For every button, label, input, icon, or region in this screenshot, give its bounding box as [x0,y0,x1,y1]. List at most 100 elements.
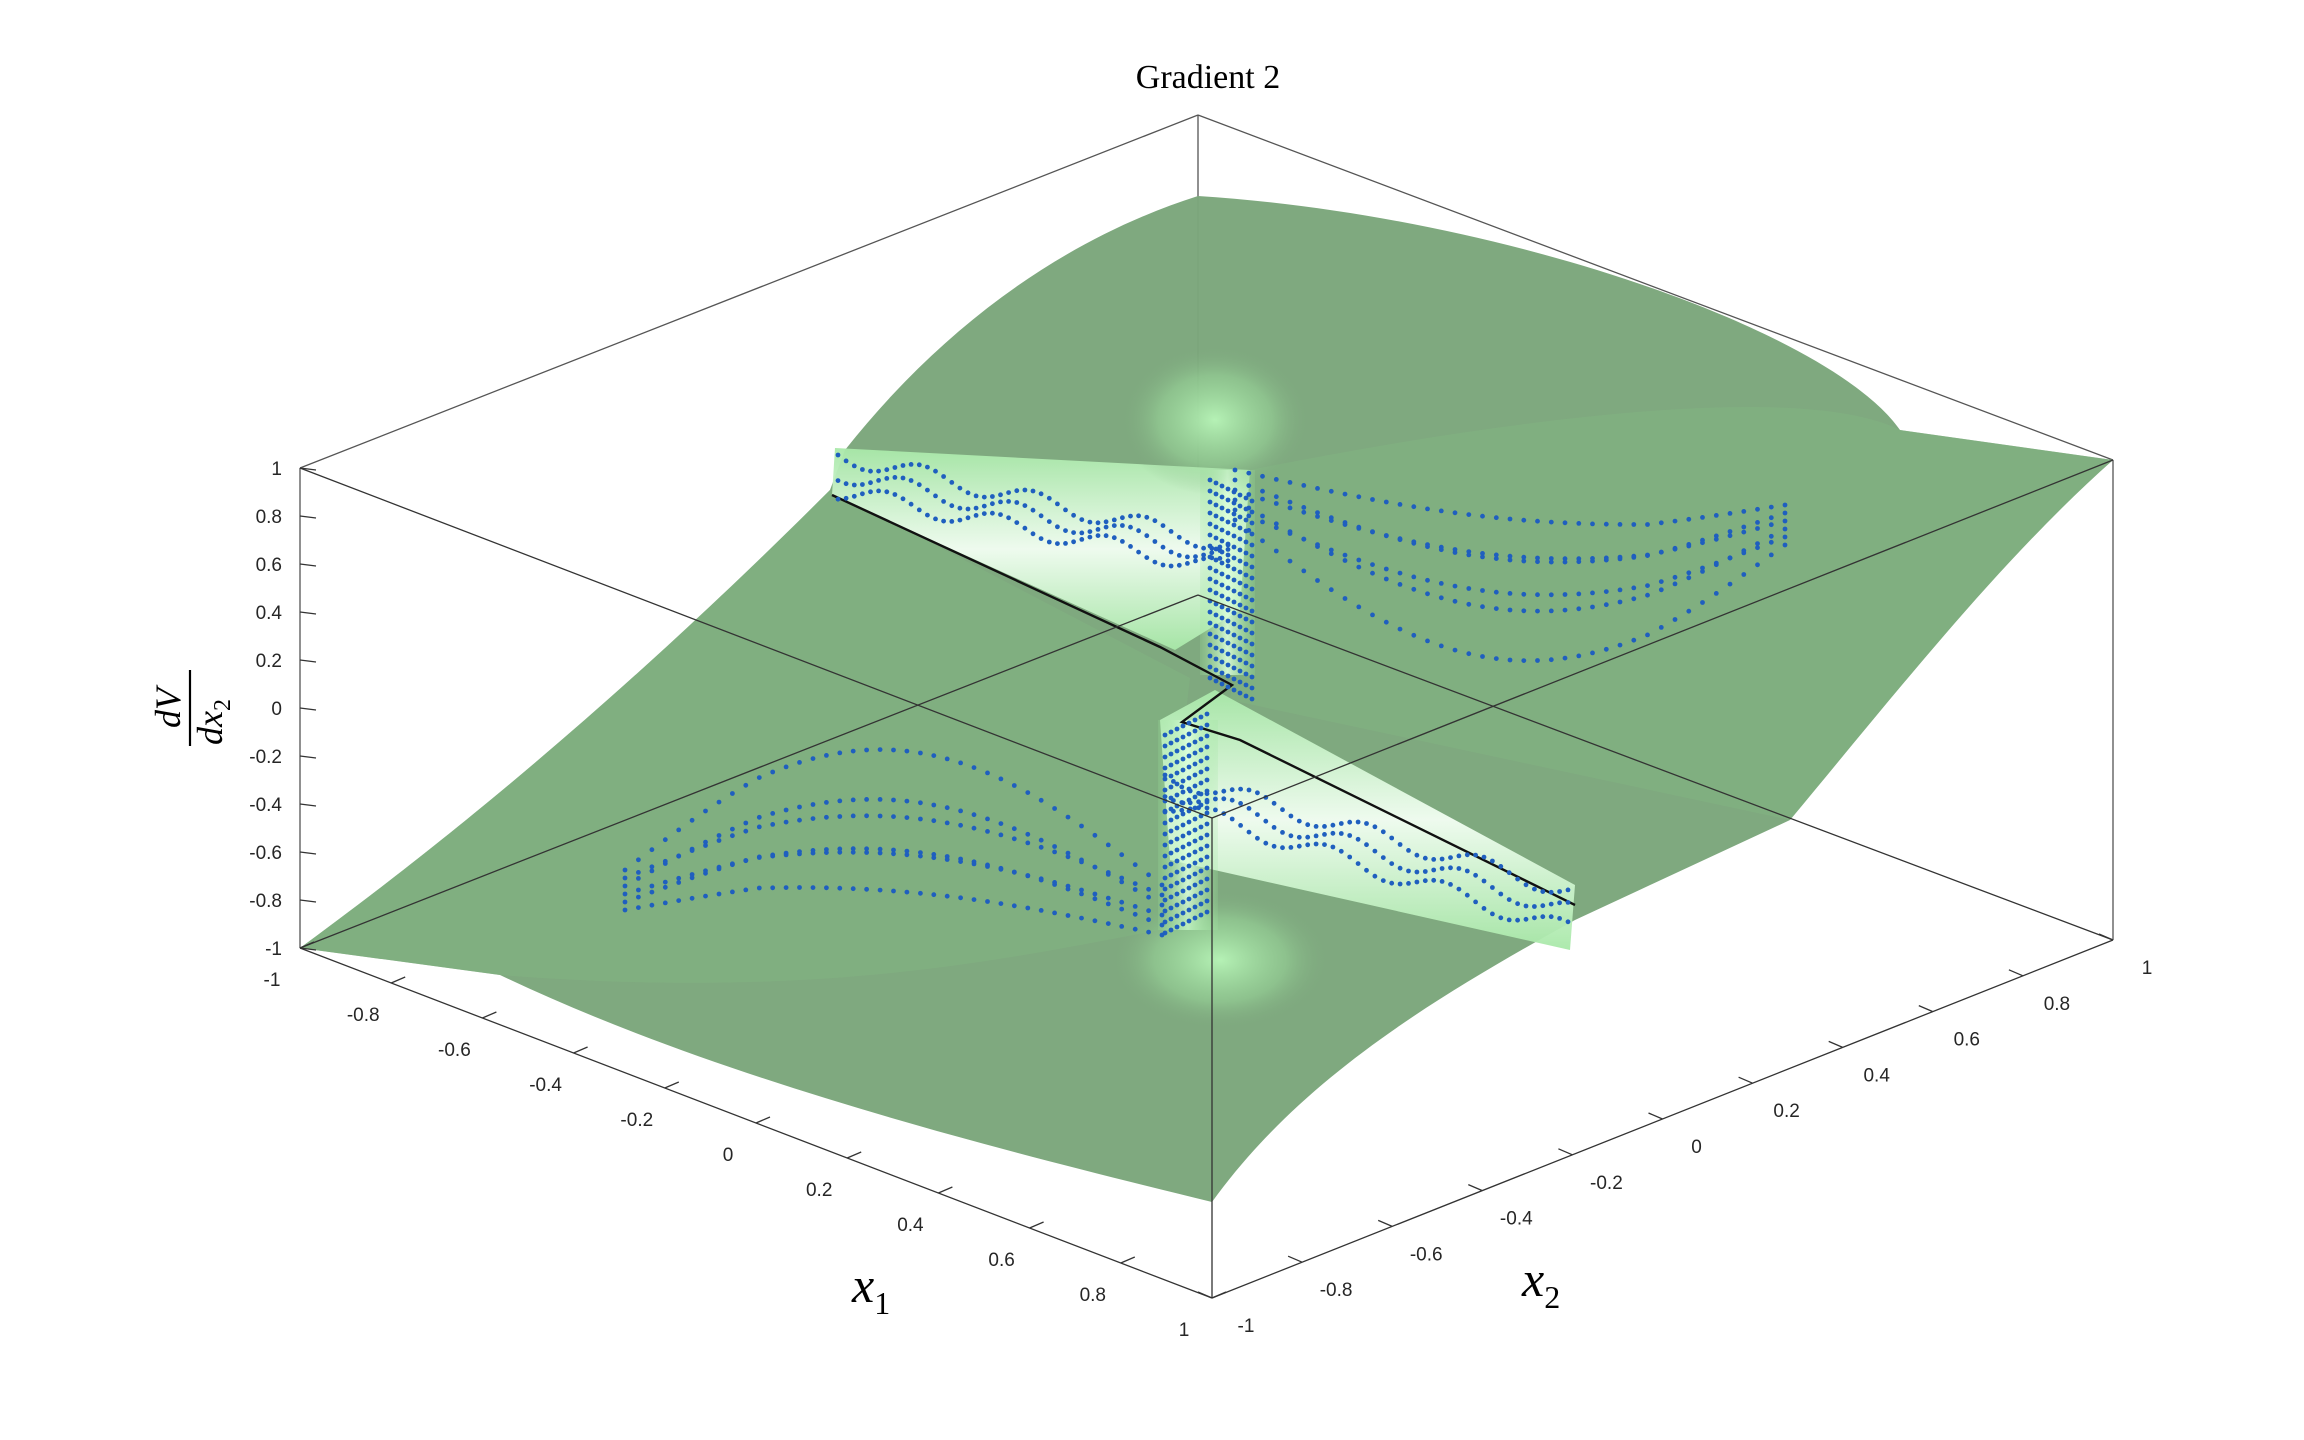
z-tick-label: 0.6 [256,555,282,576]
scatter-point [1136,528,1141,534]
scatter-point [1397,842,1403,847]
scatter-point [1213,524,1219,530]
scatter-point [1548,889,1554,895]
scatter-point [1562,559,1568,565]
scatter-point [1237,679,1243,685]
scatter-point [1103,519,1109,525]
scatter-point [1755,526,1760,531]
scatter-point [1168,905,1174,911]
scatter-point [864,846,869,852]
scatter-point [1246,829,1252,835]
scatter-point [1180,844,1186,850]
x-tick-mark [390,976,406,984]
scatter-point [1448,882,1453,887]
scatter-point [998,512,1003,517]
scatter-point [1168,883,1174,889]
scatter-point [1383,533,1389,538]
scatter-point [1617,642,1623,648]
scatter-point [1168,784,1174,790]
y-axis-ticks: -1 -0.8 -0.6 -0.4 -0.2 0 0.2 0.4 0.6 0.8 1 [1197,933,2152,1337]
scatter-point [1186,819,1192,825]
y-tick-mark [1828,1040,1843,1048]
scatter-point [1356,557,1362,563]
scatter-point [1198,824,1204,830]
scatter-point [676,853,682,859]
z-tick-label: -1 [265,939,282,960]
chart-title: Gradient 2 [1136,59,1280,96]
scatter-point [824,800,829,805]
scatter-point [925,464,930,470]
scatter-point [1243,495,1249,501]
scatter-point [958,895,963,901]
scatter-point [1174,726,1180,732]
scatter-point [1473,852,1478,858]
scatter-point [864,747,869,753]
x-tick-mark [299,941,315,949]
scatter-point [1225,651,1231,657]
scatter-point [1507,591,1513,596]
scatter-point [1168,839,1174,845]
scatter-point [1168,916,1174,922]
scatter-point [1249,531,1255,537]
scatter-point [1521,517,1527,523]
scatter-point [1162,787,1168,793]
scatter-point [1186,797,1192,803]
scatter-point [1782,534,1788,540]
z-tick-mark [299,707,317,711]
scatter-point [990,510,995,516]
scatter-point [1204,909,1210,915]
scatter-point [876,468,881,474]
scatter-point [662,884,668,890]
scatter-point [1383,619,1389,625]
scatter-point [1225,673,1231,679]
scatter-point [1713,513,1719,518]
scatter-point [850,846,856,852]
scatter-point [1372,848,1378,854]
scatter-point [1207,620,1213,626]
scatter-point [1370,497,1375,502]
scatter-point [908,501,914,507]
scatter-point [1328,551,1334,557]
scatter-point [1425,542,1430,547]
scatter-point [1038,844,1044,850]
scatter-point [1092,896,1098,902]
scatter-point [1192,882,1198,888]
scatter-point [918,890,923,896]
scatter-point [1383,499,1389,505]
scatter-point [944,756,950,762]
scatter-point [1727,533,1733,539]
scatter-point [1168,927,1174,933]
scatter-point [1347,854,1353,860]
scatter-point [1204,744,1210,750]
y-tick-label: -0.6 [1410,1244,1443,1265]
scatter-point [810,885,816,890]
scatter-point [1565,887,1571,893]
scatter-point [1030,531,1036,537]
scatter-point [1590,521,1595,527]
scatter-point [797,851,802,857]
scatter-point [1301,509,1307,515]
scatter-point [1014,500,1020,505]
scatter-point [985,829,990,834]
scatter-point [1521,554,1527,560]
scatter-point [1186,786,1192,792]
scatter-point [1237,690,1243,696]
scatter-point [904,852,910,858]
scatter-point [1219,593,1225,599]
scatter-point [1249,498,1255,504]
scatter-point [1207,521,1213,527]
scatter-point [1260,538,1265,544]
scatter-point [756,824,762,830]
x-tick-label: -0.8 [347,1005,380,1026]
scatter-point [1342,596,1348,601]
scatter-point [1255,790,1260,796]
scatter-point [1246,513,1252,519]
scatter-point [837,750,843,756]
scatter-point [1411,574,1417,580]
scatter-point [636,894,641,900]
scatter-point [662,879,668,885]
z-tick-label: 0.8 [256,507,282,528]
scatter-point [1490,858,1495,864]
scatter-point [1219,659,1225,665]
scatter-point [1603,646,1609,652]
